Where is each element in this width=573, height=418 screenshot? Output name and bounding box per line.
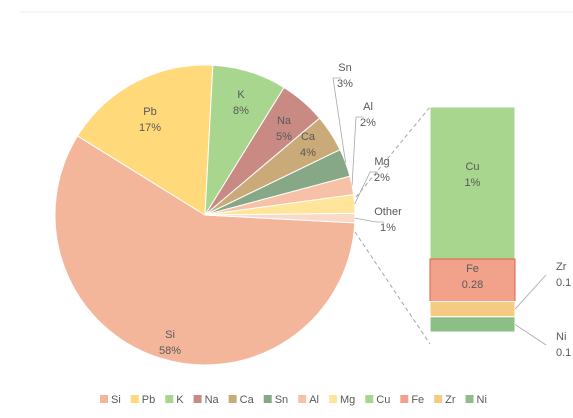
bar-segment: [429, 106, 516, 260]
leader-line: [332, 77, 346, 163]
connector: [355, 106, 431, 198]
legend-swatch: [465, 395, 474, 403]
legend-swatch: [365, 395, 374, 403]
segment-value-label: 0.1: [556, 347, 571, 359]
legend-label: Al: [309, 394, 319, 406]
segment-value-label: 0.28: [462, 279, 483, 291]
legend-label: Ca: [240, 394, 255, 406]
leader-line: [354, 171, 378, 205]
slice-label: Other: [374, 206, 402, 218]
legend-label: Zr: [445, 394, 456, 406]
legend-swatch: [100, 395, 108, 403]
legend-swatch: [400, 395, 409, 403]
segment-label: Ni: [556, 331, 566, 343]
slice-label: Pb: [143, 106, 156, 118]
leader-line: [354, 217, 384, 223]
connector: [354, 231, 431, 345]
slice-label: K: [237, 89, 245, 101]
slice-value-label: 3%: [337, 78, 353, 90]
slice-value-label: 2%: [374, 172, 390, 184]
legend-label: Pb: [142, 394, 155, 406]
leader-line: [514, 324, 547, 346]
segment-label: Zr: [556, 261, 567, 273]
slice-label: Ca: [301, 131, 316, 143]
slice-value-label: 1%: [380, 222, 396, 234]
bar-segment: [429, 301, 516, 318]
legend-swatch: [298, 395, 307, 403]
pie-slice: [54, 135, 356, 366]
slice-value-label: 5%: [276, 131, 292, 143]
legend-swatch: [130, 395, 139, 403]
segment-value-label: 1%: [465, 177, 481, 189]
legend-swatch: [193, 395, 202, 403]
segment-label: Cu: [465, 161, 479, 173]
legend-label: Cu: [376, 394, 390, 406]
legend-label: Mg: [340, 394, 355, 406]
slice-value-label: 4%: [300, 147, 316, 159]
pie-slice: [76, 64, 214, 216]
slice-label: Mg: [374, 156, 389, 168]
legend-label: Sn: [275, 394, 288, 406]
slice-label: Na: [277, 115, 292, 127]
slice-value-label: 58%: [159, 345, 181, 357]
slice-value-label: 2%: [360, 117, 376, 129]
pie-slice: [204, 212, 356, 224]
segment-label: Fe: [466, 263, 479, 275]
legend-label: Na: [205, 394, 220, 406]
slice-label: Si: [165, 329, 175, 341]
legend-swatch: [165, 395, 174, 403]
segment-value-label: 0.1: [556, 277, 571, 289]
legend-swatch: [434, 395, 443, 403]
slice-value-label: 17%: [139, 122, 161, 134]
legend-label: Ni: [477, 394, 487, 406]
slice-label: Al: [363, 101, 373, 113]
legend-label: Fe: [411, 394, 424, 406]
legend-swatch: [328, 395, 337, 403]
bar-segment: [429, 316, 516, 333]
legend-label: K: [176, 394, 184, 406]
leader-line: [514, 274, 547, 310]
slice-label: Sn: [338, 62, 351, 74]
legend-label: Si: [111, 394, 121, 406]
legend-swatch: [263, 395, 272, 403]
leader-line: [351, 116, 364, 186]
slice-value-label: 8%: [233, 105, 249, 117]
legend-swatch: [228, 395, 237, 403]
